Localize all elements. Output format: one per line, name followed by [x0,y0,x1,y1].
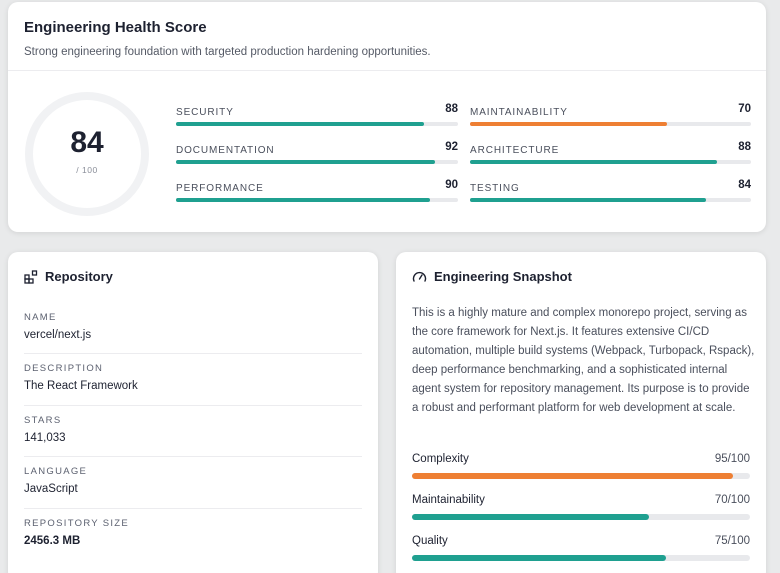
bar-label: Complexity [412,453,469,465]
metric-track [470,198,751,202]
bar-fill [412,555,666,561]
health-header: Engineering Health Score Strong engineer… [8,2,766,71]
bar-value: 70/100 [714,494,750,506]
metric-documentation: DOCUMENTATION 92 [176,139,458,169]
bar-track [412,473,750,479]
metric-value: 88 [445,103,458,115]
metric-track [176,122,458,126]
repository-title: Repository [45,269,113,284]
snapshot-bar-complexity: Complexity 95/100 [412,453,750,479]
divider [24,508,362,509]
field-label: REPOSITORY SIZE [24,518,130,529]
metric-maintainability: MAINTAINABILITY 70 [470,101,751,131]
health-score-card: Engineering Health Score Strong engineer… [8,2,766,232]
field-value: 2456.3 MB [24,535,81,547]
metric-fill [470,122,667,126]
divider [24,353,362,354]
snapshot-card: Engineering Snapshot This is a highly ma… [396,252,766,573]
metric-performance: PERFORMANCE 90 [176,177,458,207]
gauge-icon [412,271,427,282]
snapshot-bar-quality: Quality 75/100 [412,535,750,561]
metric-testing: TESTING 84 [470,177,751,207]
metric-label: ARCHITECTURE [470,145,560,156]
bar-fill [412,473,734,479]
divider [24,405,362,406]
metric-label: DOCUMENTATION [176,145,275,156]
metric-value: 70 [738,103,751,115]
metric-value: 90 [445,179,458,191]
bar-value: 95/100 [714,453,750,465]
field-label: DESCRIPTION [24,363,104,374]
repository-heading: Repository [24,269,113,284]
score-out-of: / 100 [76,165,98,175]
snapshot-bar-maintainability: Maintainability 70/100 [412,494,750,520]
field-label: STARS [24,415,62,426]
field-value: JavaScript [24,483,78,495]
metric-value: 88 [738,141,751,153]
repo-field-language: LANGUAGE JavaScript [24,466,364,495]
field-value: 141,033 [24,432,66,444]
repo-field-description: DESCRIPTION The React Framework [24,363,364,392]
bar-label: Maintainability [412,494,485,506]
metric-label: MAINTAINABILITY [470,107,568,118]
health-subtitle: Strong engineering foundation with targe… [24,46,431,58]
metric-fill [176,122,425,126]
snapshot-title: Engineering Snapshot [434,269,572,284]
metric-label: PERFORMANCE [176,183,264,194]
bar-value: 75/100 [714,535,750,547]
metric-label: SECURITY [176,107,234,118]
metric-security: SECURITY 88 [176,101,458,131]
metric-track [470,122,751,126]
snapshot-heading: Engineering Snapshot [412,269,572,284]
field-value: vercel/next.js [24,329,92,341]
overall-score: 84 [70,126,104,159]
field-label: NAME [24,312,57,323]
repo-field-name: NAME vercel/next.js [24,312,364,341]
bar-track [412,555,750,561]
bar-label: Quality [412,535,448,547]
metric-track [176,198,458,202]
repo-field-size: REPOSITORY SIZE 2456.3 MB [24,518,364,547]
gauge-ring [25,92,149,216]
field-value: The React Framework [24,380,138,392]
score-gauge: 84 / 100 [24,91,150,217]
repo-field-stars: STARS 141,033 [24,415,364,444]
snapshot-description: This is a highly mature and complex mono… [412,307,755,414]
metric-label: TESTING [470,183,520,194]
bar-track [412,514,750,520]
metric-fill [470,198,707,202]
metric-fill [176,160,436,164]
metric-fill [176,198,430,202]
divider [24,456,362,457]
metric-fill [470,160,718,164]
repository-card: Repository NAME vercel/next.js DESCRIPTI… [8,252,378,573]
field-label: LANGUAGE [24,466,88,477]
metric-value: 84 [738,179,751,191]
metric-track [176,160,458,164]
metric-track [470,160,751,164]
bar-fill [412,514,649,520]
metric-value: 92 [445,141,458,153]
grid-squares-icon [24,269,38,284]
health-title: Engineering Health Score [24,19,207,36]
metric-architecture: ARCHITECTURE 88 [470,139,751,169]
